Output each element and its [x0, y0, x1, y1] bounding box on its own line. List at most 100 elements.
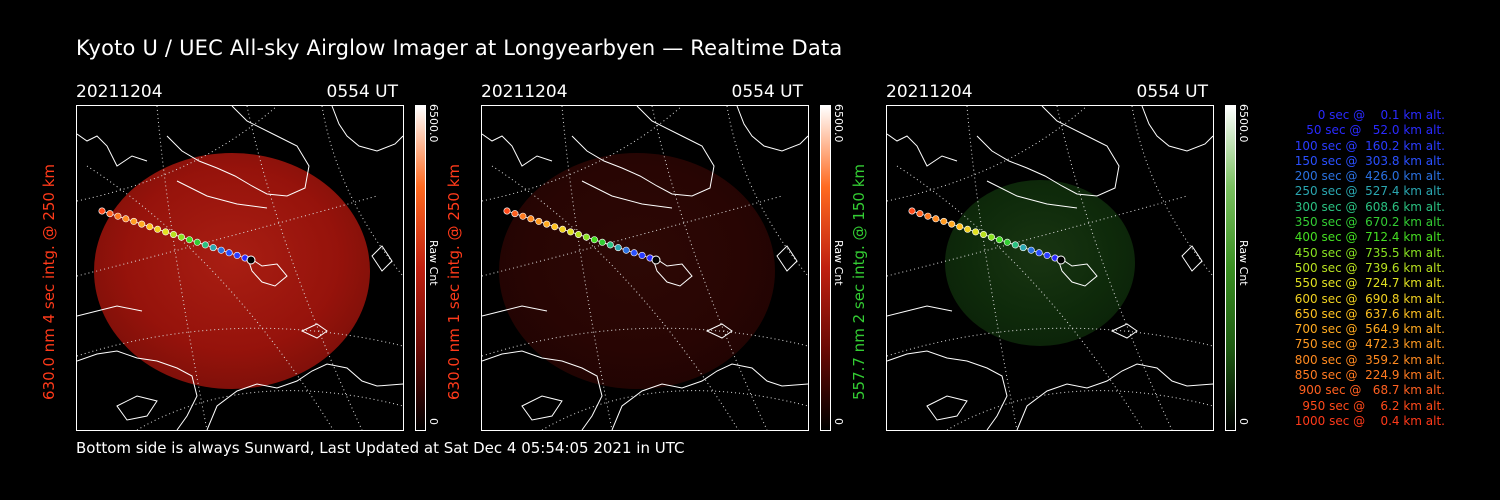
legend-entry: 400 sec @ 712.4 km alt. — [1294, 230, 1445, 245]
trajectory-point — [972, 228, 980, 236]
legend-entry: 350 sec @ 670.2 km alt. — [1294, 215, 1445, 230]
trajectory-point — [209, 244, 217, 252]
trajectory-point — [590, 236, 598, 244]
colorbar-max-label: 6500.0 — [832, 104, 845, 143]
panel-date: 20211204 — [886, 82, 973, 102]
trajectory-point — [535, 217, 543, 225]
airglow-image — [945, 180, 1135, 346]
colorbar-min-label: 0 — [427, 418, 440, 425]
trajectory-point — [138, 220, 146, 228]
legend-entry: 550 sec @ 724.7 km alt. — [1294, 276, 1445, 291]
panel-wavelength-text: 630.0 nm 4 sec intg. @ 250 km — [40, 163, 58, 401]
station-marker — [651, 255, 661, 265]
colorbar — [1225, 105, 1236, 431]
trajectory-point — [964, 225, 972, 233]
panel-time: 0554 UT — [731, 82, 804, 102]
legend-entry: 0 sec @ 0.1 km alt. — [1317, 108, 1445, 122]
trajectory-point — [575, 231, 583, 239]
trajectory-point — [614, 244, 622, 252]
coastlines — [887, 106, 1213, 430]
trajectory-point — [932, 215, 940, 223]
trajectory-point — [519, 212, 527, 220]
trajectory-point — [1027, 246, 1035, 254]
trajectory-point — [1011, 241, 1019, 249]
trajectory-point — [98, 207, 106, 215]
trajectory-point — [225, 249, 233, 257]
trajectory-point — [170, 231, 178, 239]
colorbar-min-label: 0 — [832, 418, 845, 425]
trajectory-point — [543, 220, 551, 228]
lat-lon-grid — [887, 106, 1213, 430]
imager-panel-3: 20211204 0554 UT 557.7 nm 2 sec intg. @ … — [850, 82, 1286, 432]
trajectory-point — [130, 217, 138, 225]
legend-entry: 250 sec @ 527.4 km alt. — [1294, 184, 1445, 199]
trajectory-point — [106, 210, 114, 218]
trajectory-point — [1003, 238, 1011, 246]
trajectory — [503, 207, 661, 265]
trajectory-point — [1019, 244, 1027, 252]
legend-entry: 450 sec @ 735.5 km alt. — [1294, 245, 1445, 260]
trajectory-point — [987, 233, 995, 241]
trajectory-point — [217, 246, 225, 254]
trajectory-altitude-legend: 0 sec @ 0.1 km alt. 50 sec @ 52.0 km alt.… — [1255, 108, 1445, 429]
trajectory-point — [924, 212, 932, 220]
trajectory-point — [1043, 251, 1051, 259]
legend-entry: 850 sec @ 224.9 km alt. — [1294, 368, 1445, 383]
page-title: Kyoto U / UEC All-sky Airglow Imager at … — [76, 36, 843, 60]
trajectory-point — [559, 225, 567, 233]
trajectory-point — [551, 223, 559, 231]
legend-entry: 200 sec @ 426.0 km alt. — [1294, 169, 1445, 184]
allsky-map — [481, 105, 809, 431]
imager-panel-2: 20211204 0554 UT 630.0 nm 1 sec intg. @ … — [445, 82, 881, 432]
trajectory-point — [598, 238, 606, 246]
trajectory-point — [908, 207, 916, 215]
trajectory-point — [980, 231, 988, 239]
legend-entry: 1000 sec @ 0.4 km alt. — [1294, 413, 1445, 428]
station-marker — [246, 255, 256, 265]
legend-entry: 150 sec @ 303.8 km alt. — [1294, 153, 1445, 168]
legend-entry: 900 sec @ 68.7 km alt. — [1298, 383, 1445, 398]
legend-entry: 100 sec @ 160.2 km alt. — [1294, 138, 1445, 153]
legend-entry: 750 sec @ 472.3 km alt. — [1294, 337, 1445, 352]
panel-time: 0554 UT — [1136, 82, 1209, 102]
trajectory-point — [511, 210, 519, 218]
legend-entry: 800 sec @ 359.2 km alt. — [1294, 352, 1445, 367]
trajectory-point — [956, 223, 964, 231]
trajectory-point — [114, 212, 122, 220]
trajectory-point — [582, 233, 590, 241]
trajectory-point — [606, 241, 614, 249]
colorbar-unit-label: Raw Cnt — [427, 240, 440, 286]
colorbar-unit-label: Raw Cnt — [1237, 240, 1250, 286]
panel-wavelength-text: 557.7 nm 2 sec intg. @ 150 km — [850, 163, 868, 401]
colorbar-unit-label: Raw Cnt — [832, 240, 845, 286]
airglow-image — [499, 153, 775, 389]
panel-wavelength-text: 630.0 nm 1 sec intg. @ 250 km — [445, 163, 463, 401]
trajectory-point — [503, 207, 511, 215]
colorbar — [820, 105, 831, 431]
trajectory-point — [154, 225, 162, 233]
trajectory-point — [916, 210, 924, 218]
footer-status-text: Bottom side is always Sunward, Last Upda… — [76, 439, 685, 457]
trajectory — [908, 207, 1066, 265]
colorbar-max-label: 6500.0 — [1237, 104, 1250, 143]
trajectory-point — [185, 236, 193, 244]
panel-date: 20211204 — [481, 82, 568, 102]
trajectory-point — [162, 228, 170, 236]
trajectory-point — [146, 223, 154, 231]
airglow-image — [94, 153, 370, 389]
station-marker — [1056, 255, 1066, 265]
trajectory — [98, 207, 256, 265]
legend-entry: 950 sec @ 6.2 km alt. — [1302, 398, 1445, 413]
panel-date: 20211204 — [76, 82, 163, 102]
legend-entry: 650 sec @ 637.6 km alt. — [1294, 306, 1445, 321]
trajectory-point — [201, 241, 209, 249]
colorbar — [415, 105, 426, 431]
colorbar-min-label: 0 — [1237, 418, 1250, 425]
legend-entry: 50 sec @ 52.0 km alt. — [1306, 123, 1445, 138]
lat-lon-grid — [77, 106, 403, 430]
trajectory-point — [233, 251, 241, 259]
lat-lon-grid — [482, 106, 808, 430]
colorbar-max-label: 6500.0 — [427, 104, 440, 143]
legend-entry: 500 sec @ 739.6 km alt. — [1294, 260, 1445, 275]
legend-entry: 300 sec @ 608.6 km alt. — [1294, 199, 1445, 214]
